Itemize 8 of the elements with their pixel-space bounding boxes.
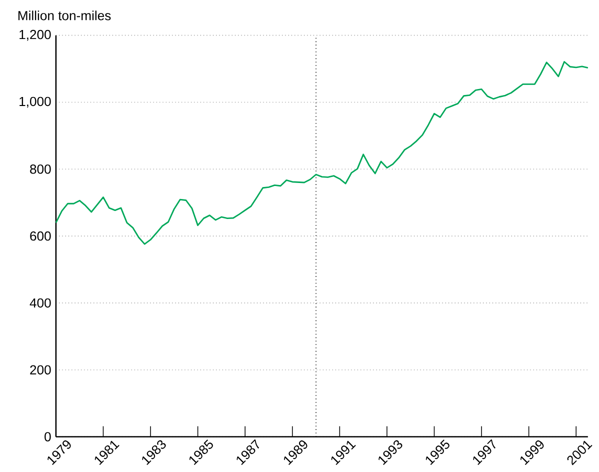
y-tick-label: 0 xyxy=(44,432,51,442)
y-tick-label: 1,000 xyxy=(20,96,51,108)
y-tick-label: 800 xyxy=(30,164,51,174)
y-tick-label: 600 xyxy=(30,231,51,241)
y-tick-label: 1,200 xyxy=(20,30,51,41)
y-tick-label: 400 xyxy=(30,298,51,308)
y-axis-title: Million ton-miles xyxy=(18,10,111,20)
y-tick-label: 200 xyxy=(30,365,51,374)
